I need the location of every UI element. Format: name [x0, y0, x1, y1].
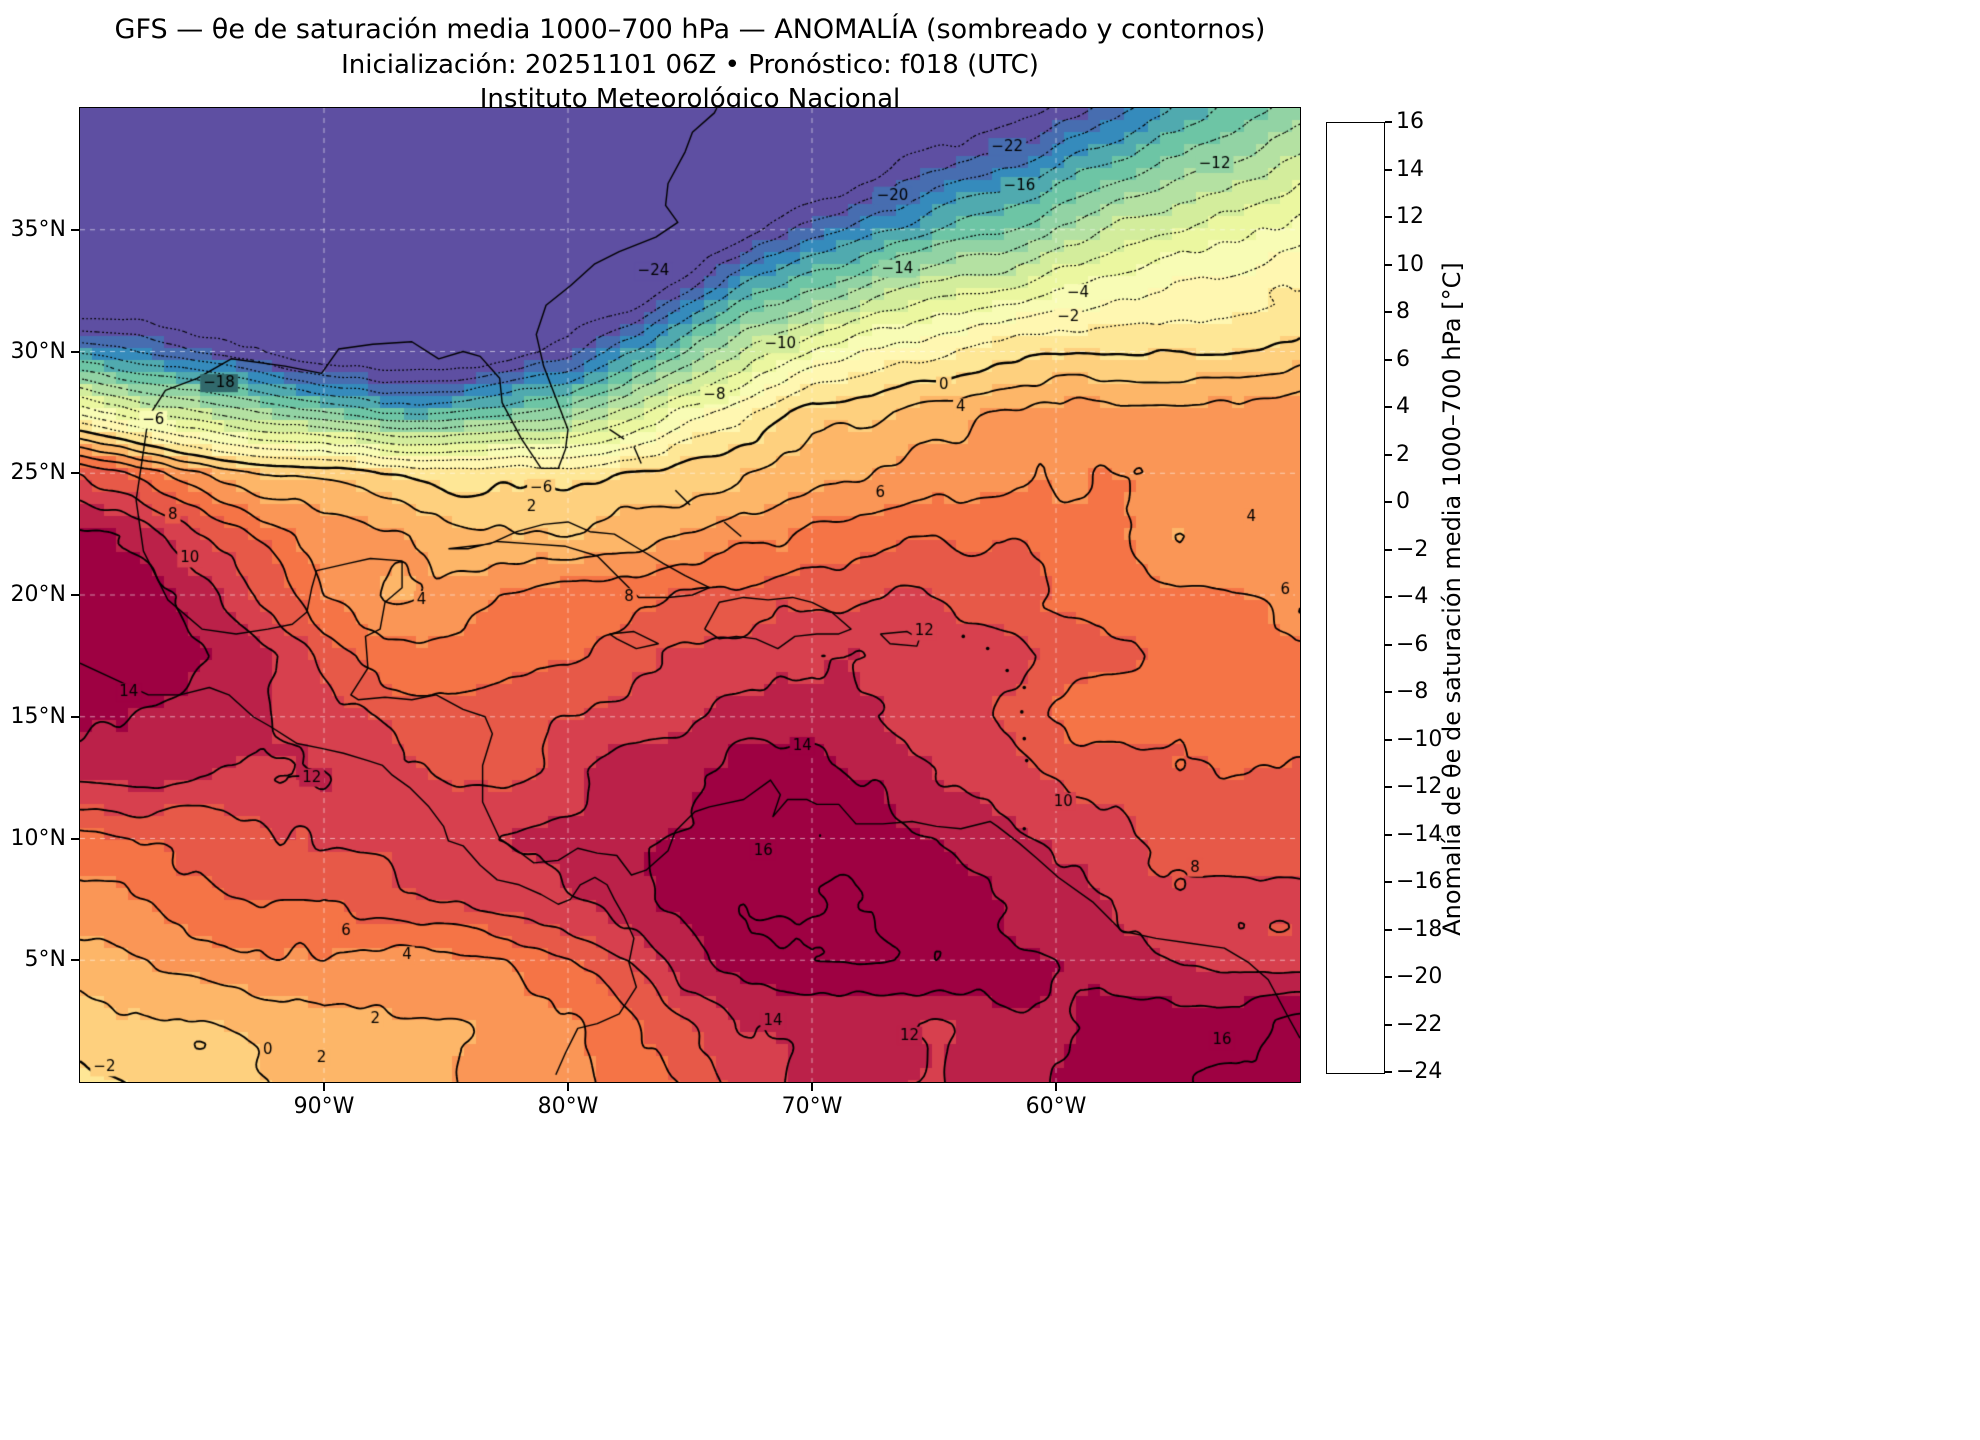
colorbar-tick-label: 2	[1396, 441, 1410, 467]
colorbar-tick-mark	[1385, 928, 1392, 931]
y-tick-label: 30°N	[10, 338, 66, 364]
x-tick-label: 90°W	[293, 1094, 355, 1119]
y-tick-label: 20°N	[10, 582, 66, 607]
colorbar-tick-mark	[1385, 643, 1392, 646]
y-tick-label: 25°N	[10, 460, 66, 486]
colorbar-tick-mark	[1385, 691, 1392, 693]
x-tick-mark	[1055, 1083, 1057, 1091]
colorbar-tick-mark	[1385, 453, 1392, 456]
y-tick-label: 5°N	[24, 947, 66, 973]
colorbar-tick-label: 4	[1396, 394, 1410, 419]
colorbar-tick-label: 14	[1396, 156, 1424, 182]
colorbar-tick-mark	[1385, 1023, 1392, 1026]
chart-title-line-2: Inicialización: 20251101 06Z • Pronóstic…	[341, 50, 1039, 80]
colorbar-tick-mark	[1385, 263, 1392, 266]
x-tick-mark	[811, 1083, 813, 1091]
colorbar-tick-mark	[1385, 168, 1392, 171]
colorbar-tick-label: 12	[1396, 204, 1424, 229]
colorbar-tick-label: −10	[1396, 726, 1443, 752]
colorbar-tick-label: −6	[1396, 631, 1429, 657]
chart-title-line-1: GFS — θe de saturación media 1000–700 hP…	[114, 14, 1266, 45]
y-tick-mark	[71, 228, 79, 231]
colorbar-tick-label: −4	[1396, 584, 1429, 609]
colorbar-tick-mark	[1385, 881, 1392, 883]
x-tick-label: 70°W	[781, 1094, 843, 1119]
colorbar-tick-label: −20	[1396, 964, 1443, 989]
colorbar-tick-label: −14	[1396, 821, 1443, 847]
anomaly-map-canvas	[80, 108, 1300, 1082]
colorbar-tick-label: −8	[1396, 679, 1429, 704]
colorbar-tick-mark	[1385, 738, 1392, 741]
y-tick-mark	[71, 837, 79, 840]
x-tick-mark	[567, 1083, 569, 1091]
colorbar-tick-label: 0	[1396, 489, 1410, 514]
colorbar-tick-label: −2	[1396, 536, 1429, 562]
colorbar-tick-label: 6	[1396, 346, 1410, 372]
colorbar-tick-mark	[1385, 311, 1392, 313]
colorbar-tick-mark	[1385, 1071, 1392, 1073]
colorbar	[1326, 122, 1385, 1074]
x-tick-label: 60°W	[1025, 1094, 1087, 1119]
colorbar-tick-label: −22	[1396, 1011, 1443, 1037]
colorbar-tick-mark	[1385, 406, 1392, 408]
colorbar-tick-mark	[1385, 596, 1392, 598]
y-tick-mark	[71, 350, 79, 353]
colorbar-tick-mark	[1385, 548, 1392, 551]
colorbar-tick-mark	[1385, 786, 1392, 788]
colorbar-tick-label: −24	[1396, 1059, 1443, 1084]
y-tick-mark	[71, 959, 79, 962]
colorbar-tick-mark	[1385, 833, 1392, 836]
colorbar-tick-mark	[1385, 216, 1392, 218]
colorbar-tick-mark	[1385, 976, 1392, 978]
y-tick-label: 10°N	[10, 825, 66, 851]
colorbar-tick-mark	[1385, 501, 1392, 503]
colorbar-tick-label: 16	[1396, 109, 1424, 134]
colorbar-tick-mark	[1385, 358, 1392, 361]
y-tick-label: 35°N	[10, 216, 66, 242]
map-plot-area	[79, 107, 1301, 1083]
colorbar-tick-mark	[1385, 121, 1392, 123]
y-tick-mark	[71, 472, 79, 475]
y-tick-label: 15°N	[10, 703, 66, 729]
colorbar-tick-label: 10	[1396, 251, 1424, 277]
colorbar-tick-label: −18	[1396, 916, 1443, 942]
colorbar-tick-label: −12	[1396, 774, 1443, 799]
colorbar-tick-label: 8	[1396, 299, 1410, 324]
x-tick-mark	[323, 1083, 325, 1091]
colorbar-label: Anomalía de θe de saturación media 1000–…	[1438, 262, 1466, 936]
y-tick-mark	[71, 715, 79, 718]
x-tick-label: 80°W	[537, 1094, 599, 1119]
y-tick-mark	[71, 594, 79, 596]
colorbar-tick-label: −16	[1396, 869, 1443, 894]
